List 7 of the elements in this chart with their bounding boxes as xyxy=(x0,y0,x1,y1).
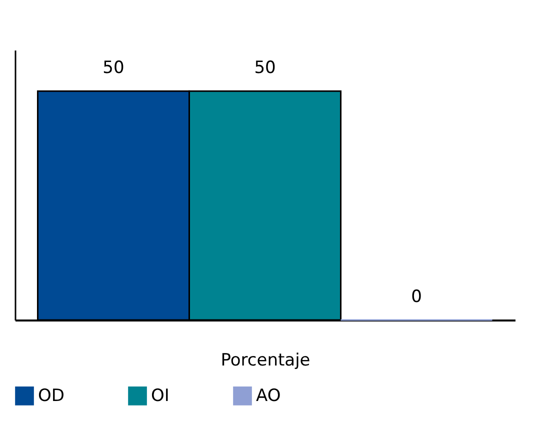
x-axis-title: Porcentaje xyxy=(220,350,310,370)
data-label: 0 xyxy=(411,287,422,307)
legend-label: OI xyxy=(151,386,170,406)
data-label: 50 xyxy=(102,58,124,78)
data-label: 50 xyxy=(254,58,276,78)
legend-label: OD xyxy=(38,386,64,406)
legend-label: AO xyxy=(256,386,281,406)
